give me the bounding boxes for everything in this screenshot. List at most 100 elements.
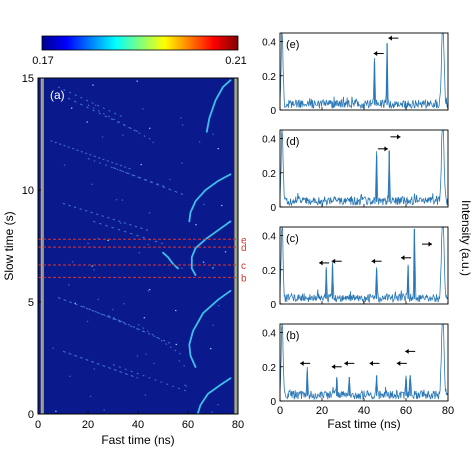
heatmap-speck	[97, 237, 99, 240]
heatmap-speck	[184, 384, 186, 386]
heatmap-trace-2	[190, 220, 232, 276]
heatmap-background	[38, 78, 238, 414]
heatmap-speck	[94, 104, 97, 106]
heatmap-edge-glow-0	[42, 78, 44, 414]
heatmap-speck	[93, 269, 95, 271]
arrow-left-2	[371, 258, 382, 264]
heatmap-speck	[195, 224, 197, 226]
heatmap-speck	[217, 404, 219, 406]
heatmap-speck	[121, 199, 124, 201]
arrow-right-1	[390, 134, 401, 140]
heatmap-speck	[145, 353, 147, 355]
slice-marker-label-b: b	[241, 273, 247, 284]
heatmap-trace-5	[162, 251, 179, 270]
heatmap-speck	[211, 411, 213, 413]
line-x-tick-label: 80	[442, 405, 454, 417]
heatmap-speck	[148, 127, 151, 129]
heatmap-speck	[86, 121, 88, 123]
heatmap-trace-3	[188, 289, 232, 368]
heatmap-speck	[69, 375, 71, 377]
heatmap-speck	[175, 343, 178, 346]
colorbar: 0.17 0.21	[32, 35, 247, 67]
arrow-right-4	[422, 241, 432, 247]
heatmap-speck	[91, 183, 93, 185]
heatmap-speck	[74, 302, 76, 304]
heatmap-y-tick-label: 5	[28, 297, 34, 309]
heatmap-speck	[52, 347, 54, 349]
line-y-tick-label: 0.2	[262, 169, 276, 180]
heatmap-trace-4	[197, 377, 232, 414]
colorbar-max-label: 0.21	[225, 55, 246, 67]
slice-marker-label-d: d	[241, 243, 247, 254]
line-y-tick-label: 0.4	[262, 329, 276, 340]
heatmap-speck	[115, 199, 118, 201]
heatmap-trace-0	[205, 79, 232, 133]
heatmap-speck	[71, 261, 74, 263]
heatmap-speck	[101, 136, 104, 138]
heatmap-speck	[55, 410, 57, 412]
heatmap-speck	[181, 162, 183, 164]
arrow-left-0	[373, 51, 384, 57]
heatmap-speck	[92, 84, 94, 86]
panel-label-a: (a)	[50, 88, 65, 102]
heatmap-speck	[202, 261, 205, 263]
heatmap-fringe-9	[82, 305, 149, 334]
heatmap-speck	[86, 320, 89, 323]
heatmap-speck	[147, 243, 149, 245]
line-y-tick-label: 0.2	[262, 72, 276, 83]
line-panel-d: (d) 0 0.2 0.4	[262, 129, 449, 214]
heatmap-speck	[89, 395, 92, 397]
line-y-tick-label: 0.4	[262, 38, 276, 49]
heatmap-speck	[175, 309, 177, 312]
line-panel-c: (c) 0 0.2 0.4	[262, 226, 449, 311]
heatmap-speck	[97, 298, 100, 301]
heatmap-speck	[147, 290, 150, 292]
heatmap-fringe-11	[137, 323, 184, 357]
line-panel-frame	[279, 129, 449, 208]
line-y-tick-label: 0.2	[262, 266, 276, 277]
heatmap-traces	[40, 78, 238, 414]
line-x-tick-label: 20	[316, 405, 328, 417]
line-y-tick-label: 0.2	[262, 363, 276, 374]
heatmap-speck	[169, 178, 171, 181]
arrow-right-0	[377, 146, 388, 152]
heatmap-fringe-3	[50, 140, 134, 171]
line-series	[279, 129, 449, 207]
heatmap-fringe-2	[87, 104, 154, 142]
heatmap-trace-1	[188, 173, 232, 223]
heatmap-fringe-13	[112, 364, 189, 393]
heatmap-speck	[63, 164, 66, 166]
panel-label: (c)	[286, 233, 299, 245]
heatmap-speck	[180, 117, 182, 119]
heatmap-speck	[224, 251, 227, 253]
heatmap-speck	[198, 141, 201, 143]
heatmap-speck	[153, 362, 155, 364]
heatmap-y-tick-label: 15	[22, 73, 34, 85]
heatmap-speck	[185, 385, 188, 387]
heatmap-speck	[93, 368, 96, 370]
heatmap-speck	[107, 239, 109, 242]
panel-label: (e)	[286, 39, 299, 51]
heatmap-edge-band-0	[40, 78, 43, 414]
arrow-left-1	[331, 258, 342, 264]
line-panel-frame	[279, 323, 449, 402]
slice-marker-label-c: c	[241, 261, 246, 272]
intensity-axis-label: Intensity (a.u.)	[459, 200, 473, 276]
heatmap-fringe-12	[62, 350, 139, 379]
line-x-tick-label: 0	[277, 405, 283, 417]
heatmap-y-tick-label: 0	[28, 409, 34, 421]
heatmap-fringe-0	[57, 86, 126, 119]
heatmap-speck	[103, 409, 105, 411]
heatmap-speck	[140, 163, 142, 166]
heatmap-speck	[212, 133, 214, 135]
line-panel-frame	[279, 32, 449, 111]
panel-label: (d)	[286, 136, 299, 148]
heatmap-speck	[148, 212, 151, 214]
heatmap-speck	[68, 284, 70, 286]
heatmap-speck	[119, 222, 122, 224]
arrow-left-1	[388, 35, 399, 41]
heatmap-speck	[148, 289, 151, 291]
heatmap-speck	[143, 317, 146, 319]
